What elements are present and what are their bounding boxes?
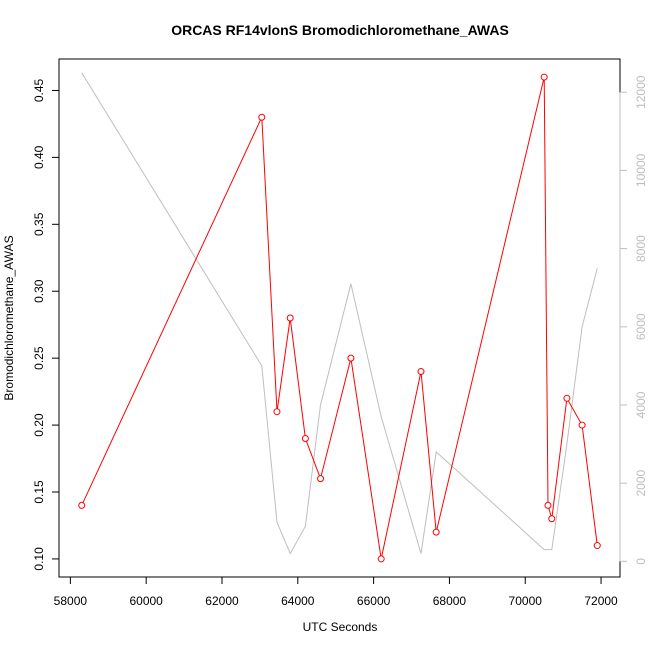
data-point: [377, 555, 385, 563]
y2-tick-label: 12000: [634, 75, 648, 109]
data-point: [593, 542, 601, 550]
primary-series-line: [81, 76, 598, 560]
y2-tick-label: 2000: [634, 470, 648, 497]
data-point: [286, 314, 294, 322]
y-tick-label: 0.25: [32, 346, 46, 370]
data-point: [432, 528, 440, 536]
y2-tick-label: 0: [634, 558, 648, 565]
y-tick-label: 0.20: [32, 413, 46, 437]
y-tick-label: 0.10: [32, 547, 46, 571]
y2-tick-label: 8000: [634, 235, 648, 262]
y-tick-label: 0.35: [32, 212, 46, 236]
y-axis: 0.10 0.15 0.20 0.25 0.30 0.35 0.40 0.45: [32, 78, 60, 571]
x-tick-label: 66000: [357, 594, 391, 608]
y2-tick-label: 10000: [634, 153, 648, 187]
data-point: [544, 501, 552, 509]
series-layer: [78, 72, 601, 563]
data-point: [273, 408, 281, 416]
secondary-y-axis: 0 2000 4000 6000 8000 10000 12000: [619, 75, 648, 565]
y-tick-label: 0.15: [32, 480, 46, 504]
data-point: [301, 434, 309, 442]
y-tick-label: 0.40: [32, 145, 46, 169]
secondary-series-line: [81, 72, 598, 555]
data-point: [78, 501, 86, 509]
x-tick-label: 62000: [205, 594, 239, 608]
plot-frame: [58, 58, 621, 578]
plot-border: [58, 58, 621, 578]
data-point: [417, 368, 425, 376]
y-axis-label: Bromodichloromethane_AWAS: [2, 235, 16, 400]
data-point: [347, 354, 355, 362]
chart-title: ORCAS RF14vlonS Bromodichloromethane_AWA…: [171, 22, 509, 38]
x-tick-label: 64000: [281, 594, 315, 608]
x-tick-label: 72000: [584, 594, 618, 608]
data-point: [548, 515, 556, 523]
x-axis-label: UTC Seconds: [303, 620, 378, 634]
x-tick-label: 70000: [509, 594, 543, 608]
data-point: [540, 73, 548, 81]
data-point: [578, 421, 586, 429]
x-axis: 58000 60000 62000 64000 66000 68000 70000 72000: [54, 576, 618, 608]
data-point: [563, 394, 571, 402]
data-point: [317, 475, 325, 483]
y-tick-label: 0.30: [32, 279, 46, 303]
y2-tick-label: 4000: [634, 391, 648, 418]
x-tick-label: 68000: [433, 594, 467, 608]
y-tick-label: 0.45: [32, 78, 46, 102]
y2-tick-label: 6000: [634, 313, 648, 340]
x-tick-label: 58000: [54, 594, 88, 608]
data-point: [258, 113, 266, 121]
x-tick-label: 60000: [129, 594, 163, 608]
